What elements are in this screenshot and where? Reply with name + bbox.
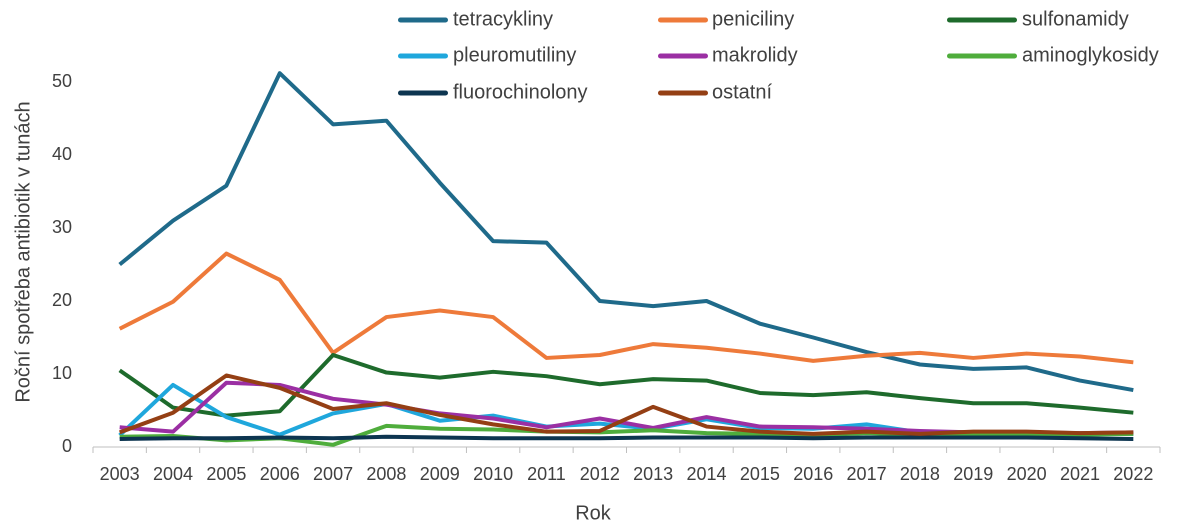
series-line: [118, 353, 1134, 418]
x-tick-label: 2017: [847, 464, 887, 484]
legend-line: [658, 90, 708, 96]
x-tick-label: 2005: [206, 464, 246, 484]
x-axis-label: Rok: [575, 502, 612, 524]
x-tick-label: 2018: [900, 464, 940, 484]
x-tick-label: 2003: [100, 464, 140, 484]
y-tick-label: 50: [52, 71, 72, 91]
legend-label: peniciliny: [712, 8, 794, 30]
x-tick-label: 2019: [953, 464, 993, 484]
y-axis-label: Roční spotřeba antibiotik v tunách: [12, 101, 34, 402]
series-line: [118, 71, 1134, 393]
legend-line: [398, 53, 448, 59]
x-tick-label: 2020: [1007, 464, 1047, 484]
x-tick-label: 2016: [793, 464, 833, 484]
legend-label: tetracykliny: [453, 8, 553, 30]
legend-label: sulfonamidy: [1022, 8, 1129, 30]
y-tick-label: 40: [52, 144, 72, 164]
legend-line: [398, 17, 448, 23]
x-tick-label: 2013: [633, 464, 673, 484]
x-tick-label: 2007: [313, 464, 353, 484]
y-tick-label: 30: [52, 217, 72, 237]
x-tick-label: 2021: [1060, 464, 1100, 484]
series-line: [119, 423, 1134, 447]
y-tick-label: 0: [62, 436, 72, 456]
legend-label: pleuromutiliny: [453, 44, 576, 66]
y-tick-label: 10: [52, 363, 72, 383]
legend-label: ostatní: [712, 81, 772, 103]
x-tick-label: 2011: [527, 464, 566, 484]
x-tick-label: 2022: [1113, 464, 1153, 484]
x-tick-label: 2008: [366, 464, 406, 484]
x-tick-label: 2004: [153, 464, 193, 484]
legend-line: [658, 53, 708, 59]
x-tick-label: 2015: [740, 464, 780, 484]
legend-line: [947, 17, 1017, 23]
series-line: [118, 373, 1134, 436]
legend-line: [947, 53, 1017, 59]
x-tick-label: 2006: [260, 464, 300, 484]
legend-label: makrolidy: [712, 44, 798, 66]
x-tick-label: 2014: [687, 464, 727, 484]
series-line: [118, 251, 1134, 365]
legend-line: [658, 17, 708, 23]
x-tick-label: 2012: [580, 464, 620, 484]
legend-line: [398, 90, 448, 96]
y-tick-label: 20: [52, 290, 72, 310]
legend-label: fluorochinolony: [453, 81, 588, 103]
x-tick-label: 2009: [420, 464, 460, 484]
series-line: [119, 434, 1134, 441]
legend-label: aminoglykosidy: [1022, 44, 1159, 66]
x-tick-label: 2010: [473, 464, 513, 484]
